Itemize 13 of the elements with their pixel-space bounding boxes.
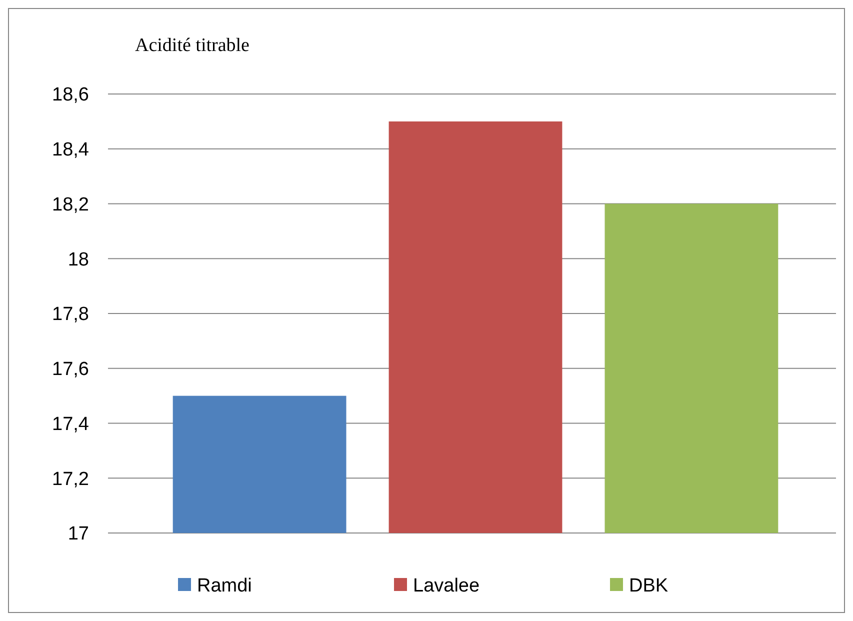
y-tick-label: 17 — [68, 524, 89, 545]
legend-label: Lavalee — [413, 576, 480, 597]
legend-label: Ramdi — [197, 576, 252, 597]
y-tick-label: 17,6 — [52, 359, 89, 380]
y-tick-label: 18,4 — [52, 140, 90, 161]
y-tick-label: 17,2 — [52, 468, 89, 490]
legend-label: DBK — [629, 576, 668, 597]
y-tick-label: 18,6 — [52, 84, 89, 106]
y-tick-label: 17,4 — [52, 414, 90, 435]
y-tick-label: 18 — [68, 249, 89, 270]
chart-title: Acidité titrable — [135, 35, 250, 56]
y-tick-label: 18,2 — [52, 194, 89, 216]
y-tick-label: 17,8 — [52, 304, 89, 326]
